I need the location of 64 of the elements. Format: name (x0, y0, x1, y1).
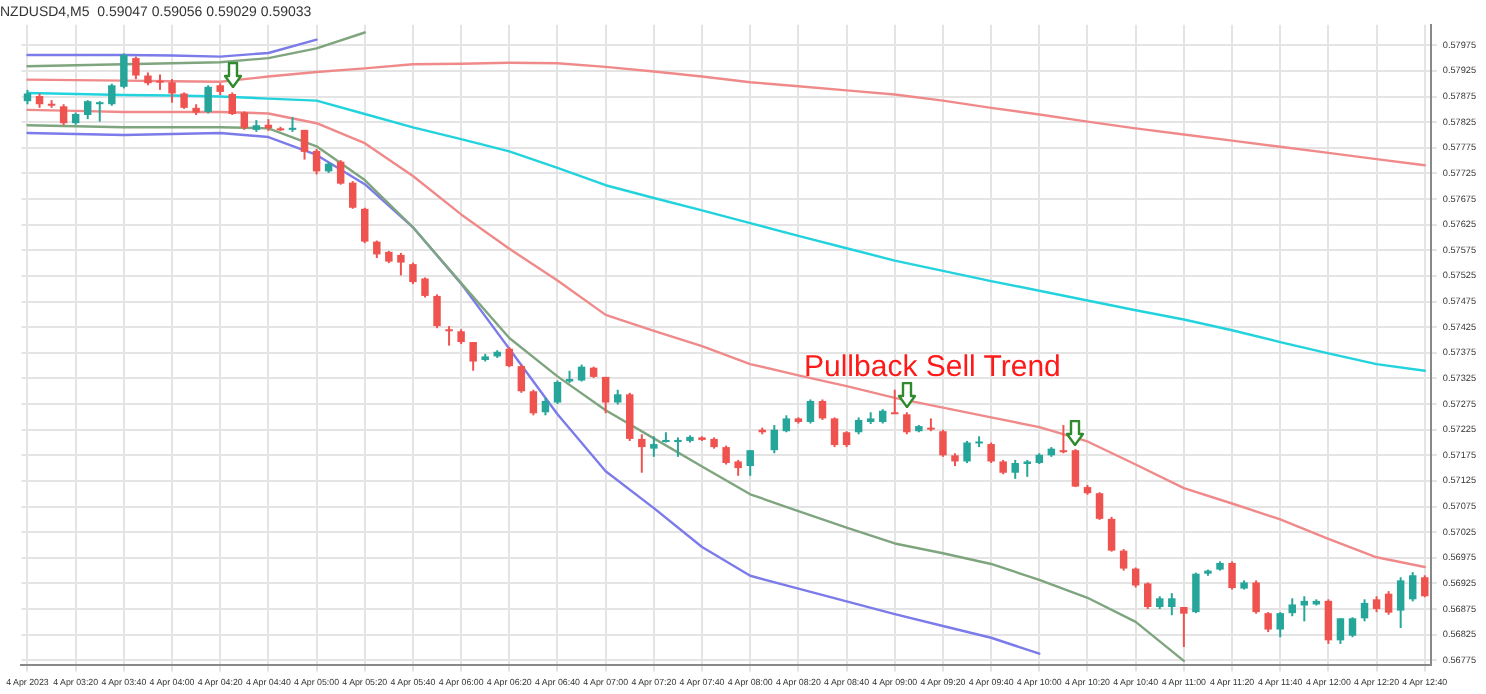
candlestick (421, 276, 429, 299)
candlestick (108, 82, 116, 107)
candlestick (746, 449, 754, 477)
annotation: Pullback Sell Trend (804, 350, 1061, 384)
candlestick (601, 375, 610, 415)
candlestick (433, 293, 441, 330)
candlestick (1348, 616, 1357, 639)
candlestick (361, 206, 369, 245)
candlestick (1011, 458, 1019, 480)
candlestick (553, 379, 562, 406)
candlestick (96, 100, 104, 123)
candlestick (1180, 606, 1188, 648)
candlestick (469, 341, 477, 372)
candlestick (674, 436, 682, 458)
candlestick (228, 91, 236, 116)
candlestick (1384, 590, 1393, 616)
candlestick (505, 346, 514, 369)
candlestick (1360, 598, 1369, 623)
candlestick (1252, 579, 1260, 615)
candlestick (987, 441, 995, 464)
candlestick (1276, 611, 1284, 639)
candlestick (120, 52, 128, 90)
candlestick (770, 424, 779, 455)
candlestick (312, 147, 321, 176)
candlestick (903, 411, 911, 436)
candlestick (1421, 574, 1429, 599)
candlestick (1119, 548, 1128, 572)
candlestick (204, 84, 212, 115)
candlestick (517, 363, 526, 394)
candlestick (59, 103, 68, 127)
candlestick (1143, 581, 1152, 611)
candlestick (240, 110, 249, 131)
candlestick (722, 444, 730, 466)
candlestick (891, 388, 899, 415)
candlestick (1408, 571, 1417, 603)
candlestick (1264, 611, 1272, 634)
candlestick (1228, 560, 1236, 591)
candlestick (638, 433, 646, 474)
candlestick (348, 180, 357, 210)
candlestick (1095, 491, 1104, 521)
candlestick (529, 388, 538, 417)
candlestick (963, 439, 971, 464)
candlestick (1192, 571, 1200, 615)
candlestick (806, 398, 815, 425)
candlestick (168, 78, 176, 104)
candlestick (1107, 515, 1116, 553)
candlestick (1071, 448, 1080, 489)
candlestick (939, 428, 947, 458)
candlestick (83, 99, 92, 121)
candlestick (336, 159, 345, 186)
candlestick (445, 325, 453, 347)
candlestick (300, 128, 309, 161)
candlestick (132, 55, 140, 81)
candlestick (626, 391, 634, 442)
candlestick (409, 261, 417, 286)
candlestick (818, 398, 827, 421)
candlestick (1336, 617, 1345, 645)
candlestick (397, 251, 405, 277)
candlestick (650, 435, 658, 458)
candlestick (1324, 598, 1333, 645)
candlestick (1059, 424, 1068, 455)
candlestick (830, 416, 839, 449)
candlestick (1168, 592, 1176, 617)
candlestick (1396, 576, 1405, 630)
